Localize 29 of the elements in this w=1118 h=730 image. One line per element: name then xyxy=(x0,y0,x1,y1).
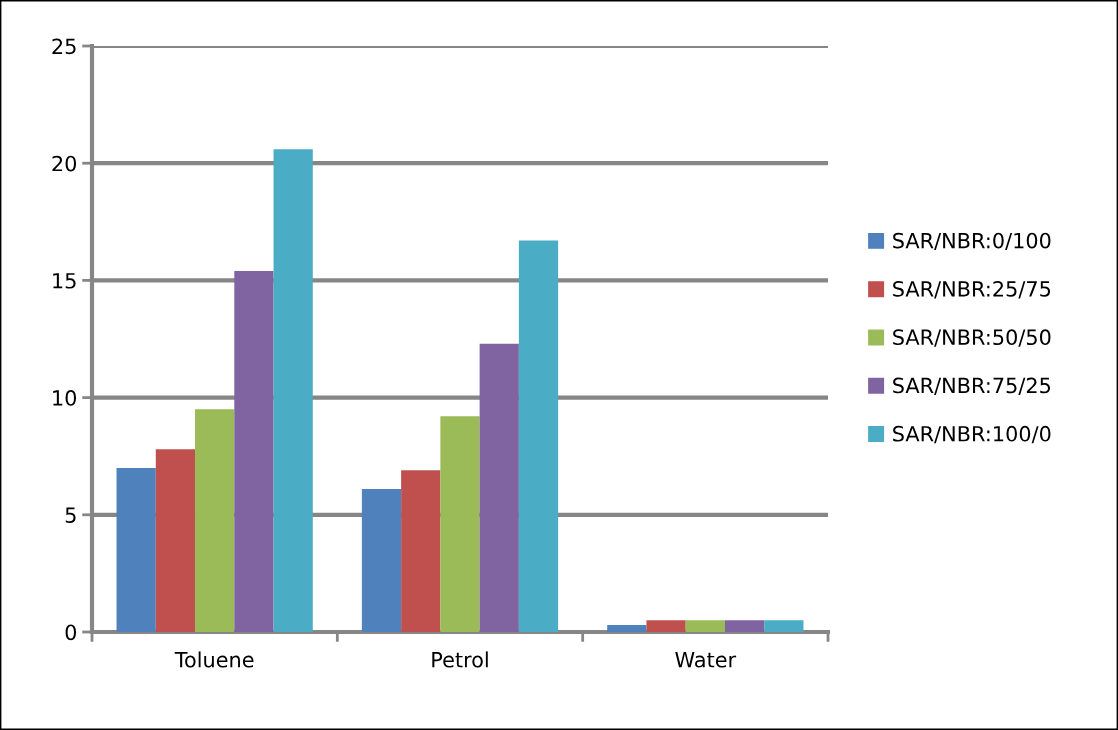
bar xyxy=(155,449,196,632)
y-tick-label: 10 xyxy=(53,390,77,406)
y-tick-label: 20 xyxy=(52,155,77,172)
legend-label: SAR/NBR:75/25 xyxy=(893,377,1051,395)
bar xyxy=(764,620,804,632)
bar xyxy=(195,409,235,632)
bar xyxy=(234,271,274,632)
legend-label: SAR/NBR:100/0 xyxy=(893,425,1051,444)
y-tick-label: 5 xyxy=(65,507,76,524)
x-tick-label: Toluene xyxy=(174,651,254,668)
y-tick-label: 0 xyxy=(65,624,77,641)
bar xyxy=(518,240,559,632)
bar xyxy=(479,343,519,632)
bar xyxy=(607,624,647,632)
y-tick-label: 15 xyxy=(53,273,76,289)
bar xyxy=(273,149,313,632)
legend-label: SAR/NBR:0/100 xyxy=(893,232,1051,251)
bar xyxy=(724,620,765,632)
bar xyxy=(116,467,156,632)
bar xyxy=(361,489,402,632)
bar xyxy=(440,416,480,632)
y-tick-label: 25 xyxy=(52,38,76,55)
legend-label: SAR/NBR:50/50 xyxy=(893,329,1051,347)
bar xyxy=(646,620,686,632)
bar xyxy=(401,470,441,632)
bar xyxy=(685,620,725,632)
x-tick-label: Water xyxy=(675,652,737,668)
legend-label: SAR/NBR:25/75 xyxy=(893,281,1051,299)
x-tick-label: Petrol xyxy=(432,651,488,668)
